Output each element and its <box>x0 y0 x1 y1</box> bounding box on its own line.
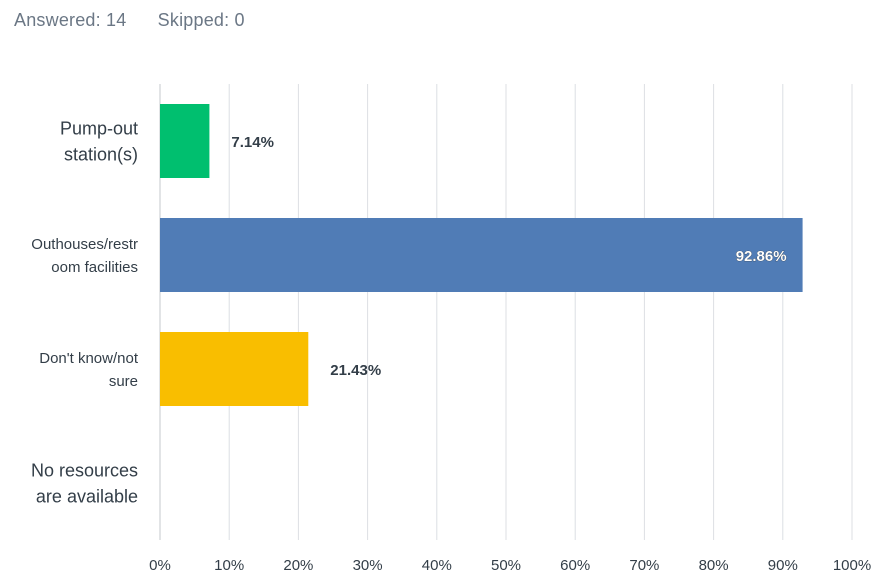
category-label: Outhouses/restr oom facilities <box>31 236 138 276</box>
value-label: 92.86% <box>736 248 787 265</box>
category-labels: Pump-out station(s) Outhouses/restr oom fac… <box>31 118 139 506</box>
category-label: Pump-out station(s) <box>60 118 138 164</box>
x-tick-label: 20% <box>283 557 313 574</box>
x-tick-label: 100% <box>833 557 871 574</box>
x-axis-ticks: 0% 10% 20% 30% 40% 50% 60% 70% 80% 90% 100% <box>149 557 871 574</box>
value-label: 21.43% <box>330 362 381 379</box>
x-tick-label: 0% <box>149 557 171 574</box>
category-label-line: Outhouses/restr <box>31 236 138 253</box>
category-label-line: sure <box>109 373 138 390</box>
x-tick-label: 90% <box>768 557 798 574</box>
response-summary: Answered: 14 Skipped: 0 <box>14 10 271 31</box>
x-tick-label: 80% <box>699 557 729 574</box>
category-label-line: are available <box>36 486 138 506</box>
category-label: Don't know/not sure <box>39 350 139 390</box>
x-tick-label: 60% <box>560 557 590 574</box>
x-tick-label: 10% <box>214 557 244 574</box>
value-labels: 7.14% 92.86% 21.43% <box>231 134 786 379</box>
category-label: No resources are available <box>31 460 138 506</box>
x-tick-label: 30% <box>353 557 383 574</box>
category-label-line: station(s) <box>64 144 138 164</box>
category-label-line: Pump-out <box>60 118 138 138</box>
value-label: 7.14% <box>231 134 274 151</box>
bar <box>160 332 309 406</box>
grid-lines <box>159 84 853 540</box>
bar <box>160 104 210 178</box>
x-tick-label: 50% <box>491 557 521 574</box>
skipped-count: Skipped: 0 <box>157 10 245 30</box>
bars <box>160 104 803 406</box>
x-tick-label: 70% <box>629 557 659 574</box>
bar <box>160 218 803 292</box>
category-label-line: oom facilities <box>51 259 138 276</box>
category-label-line: No resources <box>31 460 138 480</box>
x-tick-label: 40% <box>422 557 452 574</box>
answered-count: Answered: 14 <box>14 10 127 30</box>
category-label-line: Don't know/not <box>39 350 139 367</box>
